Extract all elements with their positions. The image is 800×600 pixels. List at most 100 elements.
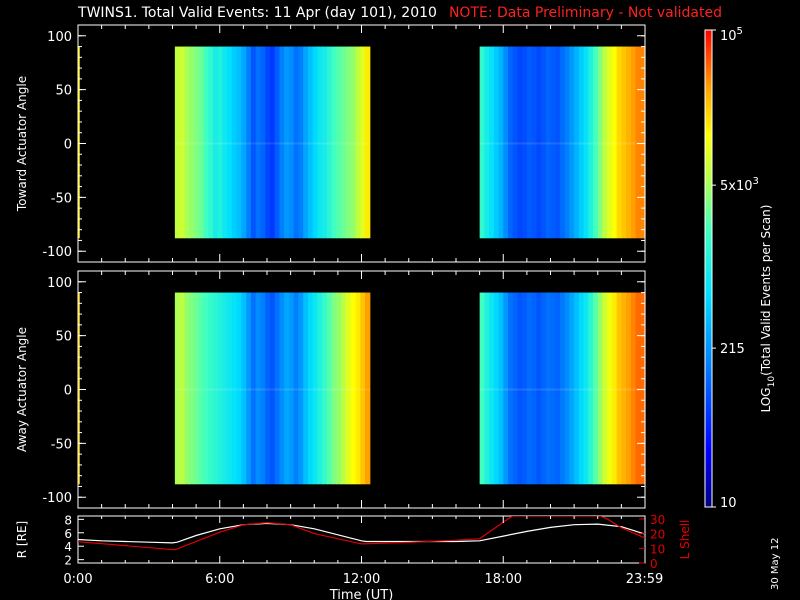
heat-column xyxy=(274,292,281,485)
heat-column xyxy=(331,46,338,239)
x-tick-label: 18:00 xyxy=(485,572,522,587)
heat-column xyxy=(326,292,333,485)
heat-column xyxy=(317,292,323,485)
y-tick-label: 50 xyxy=(55,330,72,345)
y-tick-label: -100 xyxy=(42,491,72,506)
heat-column xyxy=(611,292,618,485)
heat-column xyxy=(346,46,352,239)
heat-column xyxy=(212,292,219,485)
heat-column xyxy=(279,46,285,239)
heat-column xyxy=(198,292,204,485)
heat-column xyxy=(559,46,566,239)
heat-column xyxy=(621,292,627,485)
heat-column xyxy=(512,292,519,485)
heat-column xyxy=(236,292,243,485)
heat-column xyxy=(360,46,366,239)
heat-column xyxy=(189,292,195,485)
lshell-tick-label: 0 xyxy=(650,557,658,571)
heat-column xyxy=(493,46,500,239)
heat-column xyxy=(193,292,200,485)
heat-column xyxy=(522,46,528,239)
heat-column xyxy=(212,46,219,239)
heat-column xyxy=(269,46,276,239)
heat-column xyxy=(611,46,618,239)
heat-column xyxy=(184,292,190,485)
heat-column xyxy=(246,46,252,239)
heat-column xyxy=(326,46,333,239)
heat-column xyxy=(489,46,495,239)
y-axis-label: Away Actuator Angle xyxy=(15,327,29,452)
heat-column xyxy=(174,46,181,239)
heat-column xyxy=(250,46,257,239)
heat-column xyxy=(250,292,257,485)
heat-column xyxy=(640,46,646,239)
zero-stripe xyxy=(174,142,370,145)
heat-column xyxy=(569,292,575,485)
colorbar xyxy=(704,29,713,508)
heat-column xyxy=(479,292,485,485)
heat-column xyxy=(507,46,514,239)
heat-column xyxy=(269,292,276,485)
y-tick-label: -100 xyxy=(42,245,72,260)
heat-column xyxy=(265,46,271,239)
heat-column xyxy=(536,46,542,239)
heat-column xyxy=(78,292,80,485)
heat-column xyxy=(303,292,309,485)
heat-column xyxy=(484,46,490,239)
heat-column xyxy=(531,292,537,485)
heat-column xyxy=(303,46,309,239)
heat-column xyxy=(307,292,314,485)
heat-column xyxy=(174,292,181,485)
heat-column xyxy=(626,292,632,485)
heat-column xyxy=(284,292,290,485)
y-tick-label: 0 xyxy=(64,138,72,153)
heat-column xyxy=(498,292,504,485)
heat-column xyxy=(484,292,490,485)
heat-column xyxy=(231,46,238,239)
heat-column xyxy=(241,292,247,485)
heat-column xyxy=(346,292,352,485)
r-axis-label: R [RE] xyxy=(15,521,29,558)
heat-column xyxy=(279,292,285,485)
heat-column xyxy=(336,46,342,239)
colorbar-tick-label: 215 xyxy=(720,342,745,357)
heat-column xyxy=(341,292,347,485)
heat-column xyxy=(493,292,500,485)
heat-column xyxy=(288,292,295,485)
heat-column xyxy=(208,292,214,485)
heat-column xyxy=(203,46,209,239)
heat-column xyxy=(360,292,366,485)
heat-column xyxy=(597,292,604,485)
heat-column xyxy=(255,292,262,485)
heat-column xyxy=(626,46,632,239)
heat-column xyxy=(588,46,594,239)
heat-column xyxy=(583,292,589,485)
heat-column xyxy=(312,46,319,239)
heat-column xyxy=(503,292,509,485)
heat-column xyxy=(550,292,556,485)
lshell-tick-label: 20 xyxy=(650,528,665,542)
heat-column xyxy=(536,292,542,485)
heat-column xyxy=(593,46,599,239)
lshell-tick-label: 10 xyxy=(650,542,665,556)
heat-column xyxy=(255,46,262,239)
heat-column xyxy=(555,46,561,239)
heat-column xyxy=(179,46,185,239)
heat-column xyxy=(260,292,266,485)
y-tick-label: 0 xyxy=(64,384,72,399)
heat-column xyxy=(498,46,504,239)
heat-column xyxy=(574,292,580,485)
heat-column xyxy=(179,292,185,485)
heat-column xyxy=(621,46,627,239)
y-tick-label: 50 xyxy=(55,84,72,99)
x-tick-label: 6:00 xyxy=(205,572,234,587)
zero-stripe xyxy=(479,388,645,391)
heat-column xyxy=(512,46,519,239)
heat-column xyxy=(517,292,523,485)
heat-column xyxy=(616,292,622,485)
heat-column xyxy=(307,46,314,239)
heat-column xyxy=(564,46,570,239)
lshell-tick-label: 30 xyxy=(650,513,665,527)
r-tick-label: 8 xyxy=(64,513,72,527)
